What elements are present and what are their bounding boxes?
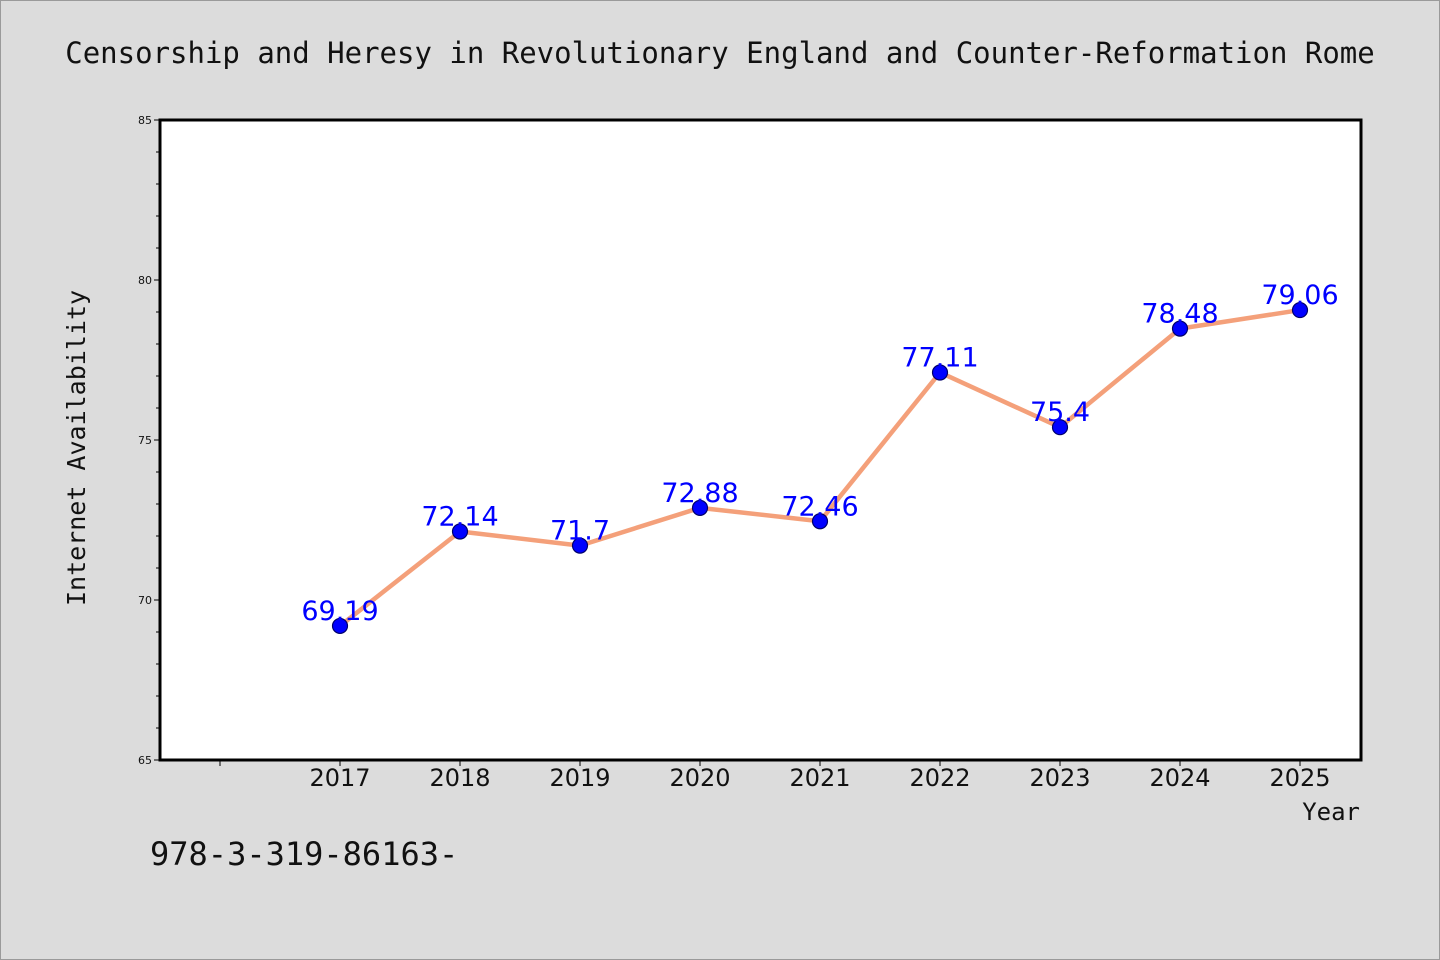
x-tick-label: 2024	[1149, 764, 1210, 792]
y-tick-label: 70	[138, 594, 152, 607]
data-point	[331, 617, 349, 635]
plot-border	[158, 118, 1363, 762]
x-tick-label: 2025	[1269, 764, 1330, 792]
data-point	[1171, 320, 1189, 337]
x-tick-label: 2017	[309, 764, 370, 792]
y-tick-label: 75	[138, 434, 152, 447]
y-axis-label: Internet Availability	[62, 290, 91, 606]
x-tick-label: 2023	[1029, 764, 1090, 792]
data-label: 72.14	[421, 502, 498, 533]
x-tick-label: 2021	[789, 764, 850, 792]
data-point	[451, 523, 469, 540]
y-tick-label: 80	[138, 274, 152, 287]
x-tick-label: 2020	[669, 764, 730, 792]
x-tick-label: 2019	[549, 764, 610, 792]
data-point	[811, 513, 829, 530]
data-label: 79.06	[1261, 280, 1338, 311]
data-labels: 69.19 72.14 71.7 72.88 72.46 77.11 75.4 78.48 79…	[301, 280, 1338, 627]
data-point	[571, 537, 589, 554]
y-tick-label: 85	[138, 114, 152, 127]
data-point	[691, 499, 709, 516]
y-axis: 65 70 75 80 85	[138, 114, 160, 767]
chart-title: Censorship and Heresy in Revolutionary E…	[65, 36, 1374, 70]
data-point	[1051, 419, 1069, 436]
data-label: 77.11	[901, 342, 978, 373]
y-tick-label: 65	[138, 754, 152, 767]
x-axis: 2017 2018 2019 2020 2021 2022 2023 2024 2025	[219, 760, 1331, 792]
data-label: 71.7	[550, 516, 610, 547]
data-markers	[331, 301, 1309, 635]
data-point	[931, 364, 949, 381]
data-label: 69.19	[301, 596, 378, 627]
data-point	[1291, 301, 1309, 319]
data-label: 72.46	[781, 491, 858, 522]
data-label: 75.4	[1030, 397, 1090, 428]
x-axis-label: Year	[1302, 798, 1360, 826]
footer-text: 978-3-319-86163-	[150, 835, 458, 873]
data-label: 78.48	[1141, 299, 1218, 330]
x-tick-label: 2018	[429, 764, 490, 792]
x-tick-label: 2022	[909, 764, 970, 792]
plot-area	[160, 120, 1361, 760]
data-label: 72.88	[661, 478, 738, 509]
